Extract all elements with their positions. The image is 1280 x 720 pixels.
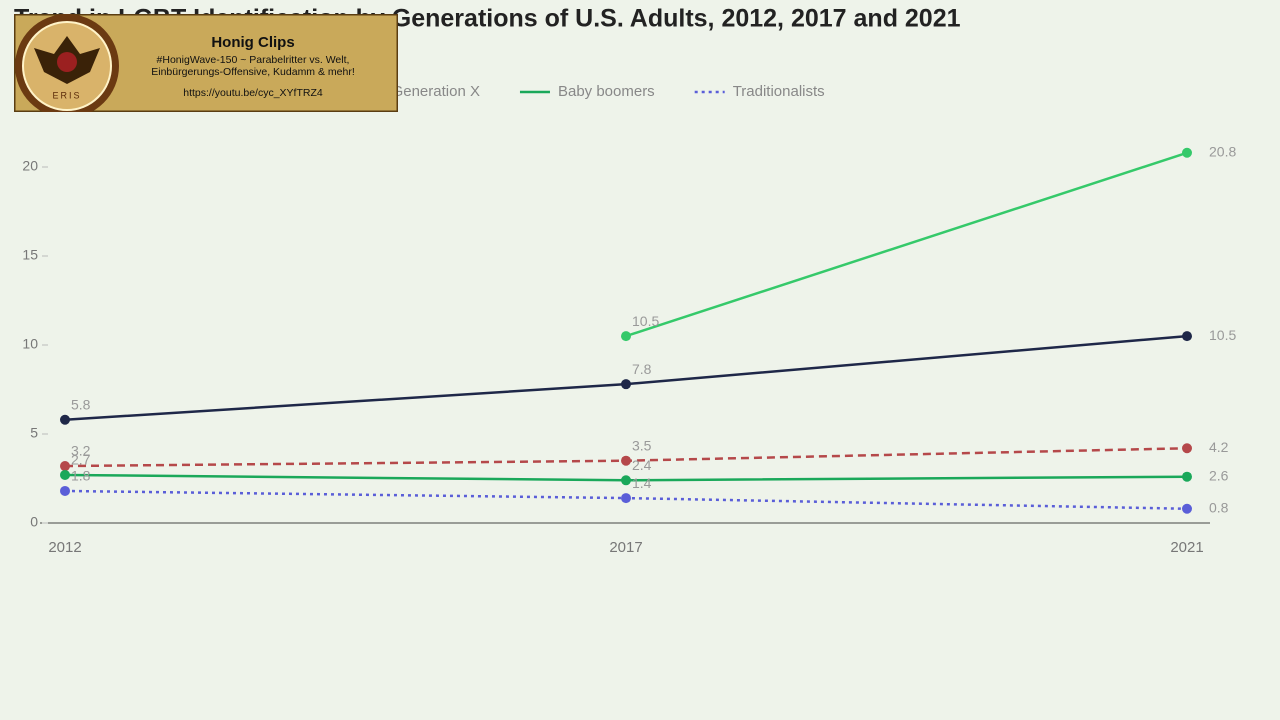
data-point	[621, 379, 631, 390]
data-point	[1182, 471, 1192, 482]
episode-box: #HonigWave-150 ~ Parabelritter vs. Welt,…	[151, 54, 355, 78]
legend-label: Baby boomers	[558, 83, 655, 100]
x-tick-label: 2012	[48, 539, 81, 556]
data-label: 3.5	[632, 437, 652, 453]
channel-overlay: ERIS Honig Clips #HonigWave-150 ~ Parabe…	[14, 14, 398, 112]
legend-label: Traditionalists	[733, 83, 825, 100]
data-label: 0.8	[1209, 499, 1229, 515]
data-label: 2.7	[71, 452, 91, 468]
data-label: 5.8	[71, 396, 91, 412]
logo-text: ERIS	[52, 90, 81, 100]
data-point	[621, 493, 631, 504]
data-label: 4.2	[1209, 439, 1229, 455]
legend-label: Generation X	[392, 83, 480, 100]
data-label: 10.5	[632, 313, 659, 329]
data-label: 7.8	[632, 361, 652, 377]
data-point	[621, 455, 631, 466]
data-point	[621, 331, 631, 342]
data-label: 1.8	[71, 468, 91, 484]
x-tick-label: 2021	[1170, 539, 1203, 556]
episode-title: #HonigWave-150 ~ Parabelritter vs. Welt,…	[151, 54, 355, 78]
data-point	[60, 485, 70, 496]
x-tick-label: 2017	[609, 539, 642, 556]
y-tick-label: 0	[30, 514, 38, 530]
data-label: 1.4	[632, 475, 652, 491]
data-label: 2.6	[1209, 467, 1229, 483]
logo-figure	[57, 52, 77, 72]
y-tick-label: 10	[22, 336, 38, 352]
data-point	[60, 461, 70, 472]
data-point	[1182, 331, 1192, 342]
y-tick-label: 15	[22, 247, 38, 263]
data-point	[60, 469, 70, 480]
data-point	[1182, 503, 1192, 514]
series-line	[625, 151, 1188, 338]
y-tick-label: 20	[22, 158, 38, 174]
data-label: 10.5	[1209, 327, 1236, 343]
video-url: https://youtu.be/cyc_XYfTRZ4	[183, 87, 323, 99]
data-point	[60, 414, 70, 425]
data-point	[1182, 147, 1192, 158]
channel-name: Honig Clips	[211, 34, 294, 51]
data-point	[621, 475, 631, 486]
data-label: 3.2	[71, 443, 91, 459]
data-point	[1182, 443, 1192, 454]
data-label: 2.4	[632, 457, 652, 473]
y-tick-label: 5	[30, 425, 38, 441]
data-label: 20.8	[1209, 143, 1236, 159]
